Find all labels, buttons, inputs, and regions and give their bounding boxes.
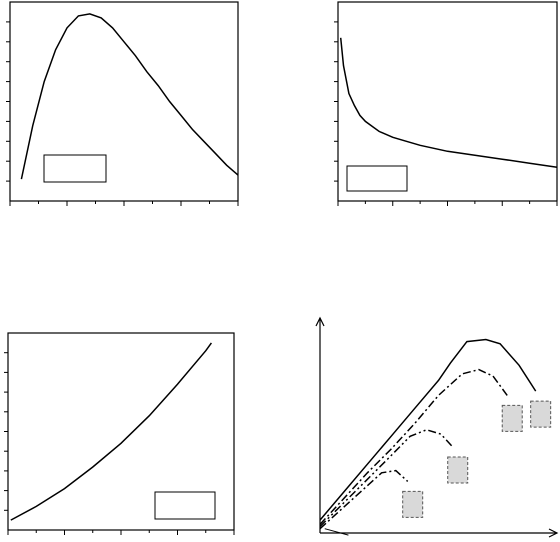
legend-box [154, 491, 216, 520]
chart-1 [6, 1, 239, 206]
series-line-2 [319, 368, 508, 525]
x-axis-arrow [548, 528, 559, 538]
chart-3 [4, 332, 235, 535]
series-line-4 [319, 469, 409, 530]
series-line-3 [319, 429, 454, 528]
series-line-1 [339, 37, 558, 168]
chart-2 [334, 1, 558, 206]
series-line-1 [319, 338, 537, 521]
y-axis-arrow [315, 316, 325, 327]
series-line-1 [10, 342, 213, 521]
end-marker-1 [530, 400, 552, 428]
legend-box [346, 165, 408, 192]
origin-pointer [324, 528, 349, 536]
end-marker-3 [447, 456, 469, 484]
series-line-1 [20, 13, 239, 180]
legend-box [43, 154, 107, 183]
chart-4 [315, 316, 559, 538]
end-marker-2 [501, 404, 523, 432]
end-marker-4 [402, 490, 424, 518]
